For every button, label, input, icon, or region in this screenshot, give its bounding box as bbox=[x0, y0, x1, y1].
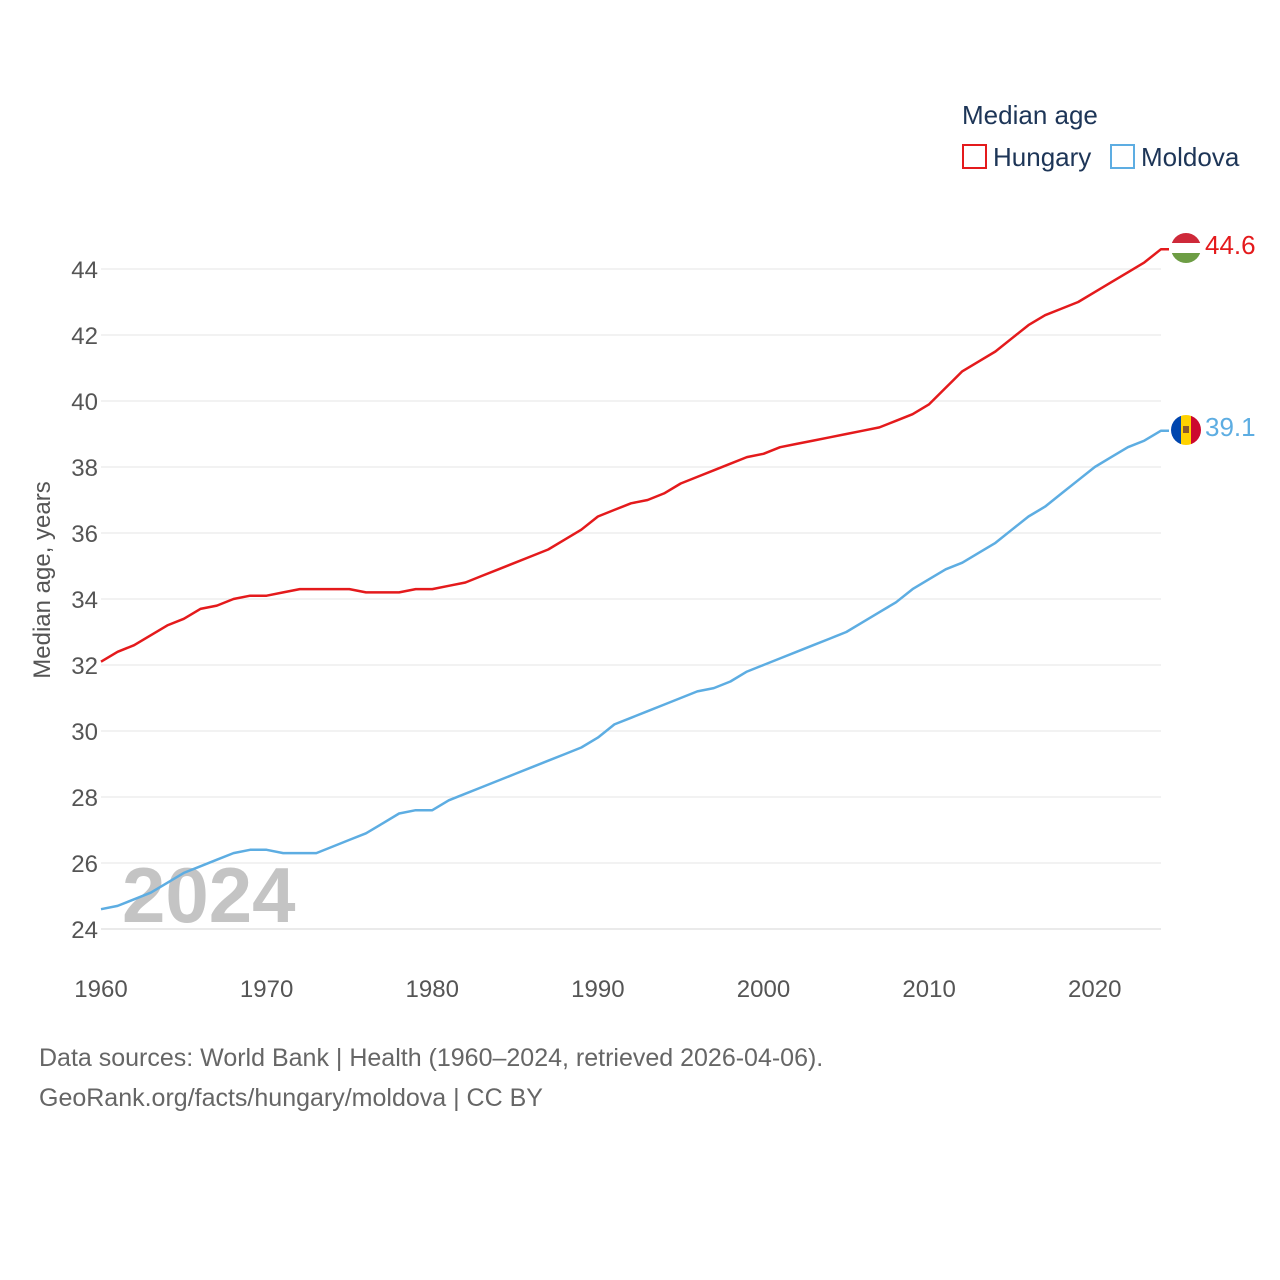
y-tick-label: 40 bbox=[71, 389, 98, 416]
y-tick-label: 34 bbox=[71, 587, 98, 614]
x-axis-ticks: 1960 1970 1980 1990 2000 2010 2020 bbox=[74, 976, 1121, 1003]
y-tick-label: 44 bbox=[71, 257, 98, 284]
y-tick-label: 28 bbox=[71, 785, 98, 812]
y-tick-label: 36 bbox=[71, 521, 98, 548]
year-watermark: 2024 bbox=[122, 851, 296, 939]
legend-swatch-moldova bbox=[1110, 144, 1135, 169]
series-lines bbox=[100, 247, 1169, 911]
moldova-flag-icon bbox=[1171, 415, 1201, 445]
series-line-moldova[interactable] bbox=[100, 429, 1169, 911]
y-tick-label: 26 bbox=[71, 851, 98, 878]
x-tick-label: 2020 bbox=[1068, 976, 1121, 1003]
legend-label-moldova: Moldova bbox=[1141, 142, 1240, 172]
x-tick-label: 1990 bbox=[571, 976, 624, 1003]
x-tick-label: 2010 bbox=[902, 976, 955, 1003]
y-axis-label: Median age, years bbox=[29, 481, 56, 678]
legend-item-moldova[interactable]: Moldova bbox=[1110, 142, 1240, 172]
y-tick-label: 24 bbox=[71, 917, 98, 944]
legend-item-hungary[interactable]: Hungary bbox=[962, 142, 1091, 172]
gridlines bbox=[101, 268, 1161, 930]
y-axis-ticks: 24 26 28 30 32 34 36 38 40 42 44 bbox=[71, 257, 98, 944]
hungary-flag-icon bbox=[1171, 233, 1201, 263]
x-tick-label: 1970 bbox=[240, 976, 293, 1003]
legend-label-hungary: Hungary bbox=[993, 142, 1091, 172]
credit-link[interactable]: GeoRank.org/facts/hungary/moldova | CC B… bbox=[39, 1084, 543, 1112]
y-tick-label: 32 bbox=[71, 653, 98, 680]
legend-swatch-hungary bbox=[962, 144, 987, 169]
legend: Median age Hungary Moldova bbox=[962, 100, 1240, 172]
y-tick-label: 30 bbox=[71, 719, 98, 746]
end-label-moldova: 39.1 bbox=[1205, 412, 1256, 442]
y-tick-label: 38 bbox=[71, 455, 98, 482]
x-tick-label: 2000 bbox=[737, 976, 790, 1003]
legend-title: Median age bbox=[962, 100, 1098, 130]
end-label-hungary: 44.6 bbox=[1205, 230, 1256, 260]
series-line-hungary[interactable] bbox=[100, 247, 1169, 663]
y-tick-label: 42 bbox=[71, 323, 98, 350]
x-tick-label: 1960 bbox=[74, 976, 127, 1003]
x-tick-label: 1980 bbox=[406, 976, 459, 1003]
source-note: Data sources: World Bank | Health (1960–… bbox=[39, 1044, 824, 1072]
